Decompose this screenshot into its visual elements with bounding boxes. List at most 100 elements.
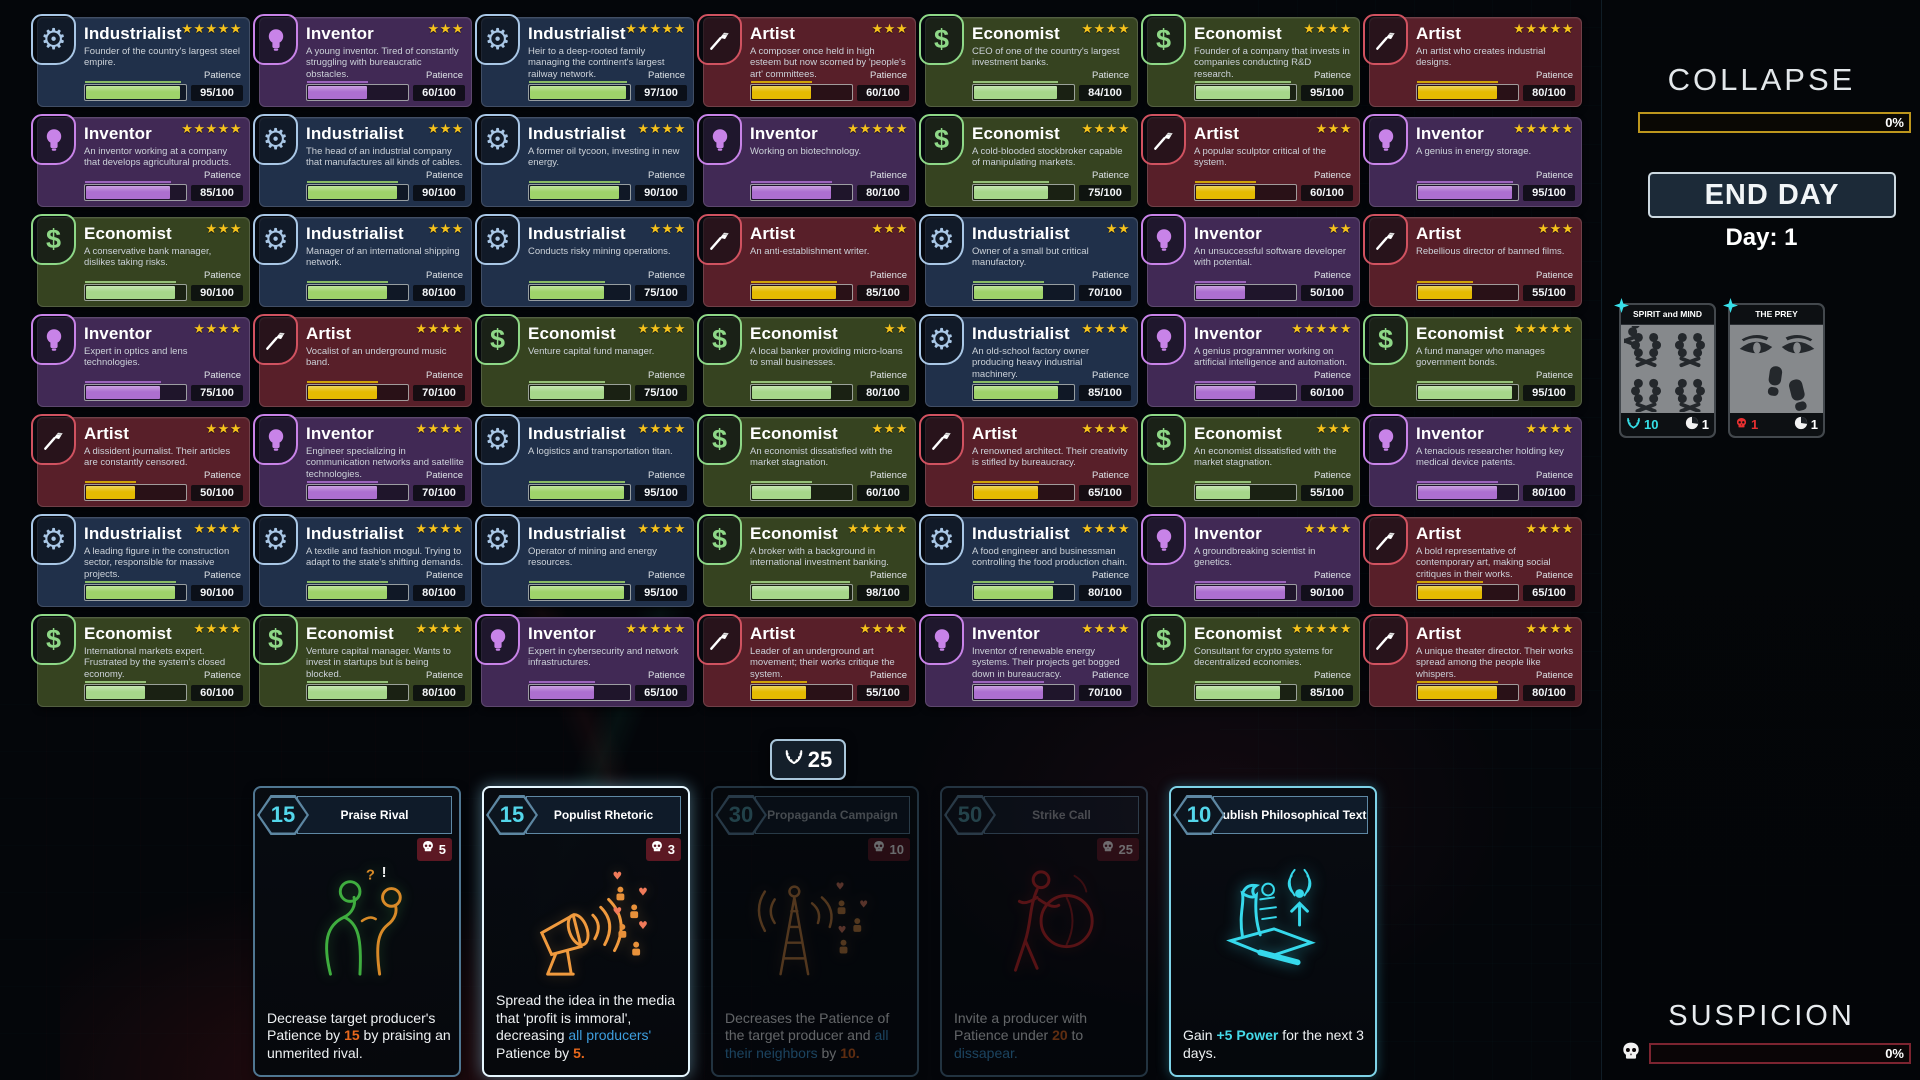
producer-card[interactable]: ★★ Inventor An unsuccessful software dev… <box>1141 214 1360 307</box>
producer-card[interactable]: ★★★★ Artist A renowned architect. Their … <box>919 414 1138 507</box>
producer-card[interactable]: ★★★★ Artist Leader of an underground art… <box>697 614 916 707</box>
bulb-icon <box>1363 414 1408 465</box>
producer-card[interactable]: $ ★★★★ Economist Venture capital fund ma… <box>475 314 694 407</box>
bulb-icon <box>919 614 964 665</box>
producer-card[interactable]: ⚙ ★★★ Industrialist Conducts risky minin… <box>475 214 694 307</box>
producer-card[interactable]: $ ★★★★★ Economist A broker with a backgr… <box>697 514 916 607</box>
star-rating: ★★★★ <box>193 522 242 537</box>
patience-value: 90/100 <box>413 184 465 201</box>
bulb-icon <box>31 314 76 365</box>
action-card[interactable]: 15 Praise Rival 5 ?! Decrease target pro… <box>253 786 461 1077</box>
producer-card[interactable]: ⚙ ★★★★ Industrialist A food engineer and… <box>919 514 1138 607</box>
end-day-button[interactable]: END DAY <box>1648 172 1896 218</box>
patience-bar-fill <box>86 286 175 299</box>
producer-card[interactable]: $ ★★★★★ Economist A fund manager who man… <box>1363 314 1582 407</box>
producer-card[interactable]: ★★★★ Inventor Engineer specializing in c… <box>253 414 472 507</box>
action-card[interactable]: 10 Publish Philosophical Text Gain +5 Po… <box>1169 786 1377 1077</box>
producer-card[interactable]: $ ★★ Economist A local banker providing … <box>697 314 916 407</box>
patience-value: 85/100 <box>1079 384 1131 401</box>
producer-card[interactable]: $ ★★★★ Economist CEO of one of the count… <box>919 14 1138 107</box>
producer-card[interactable]: ★★★★★ Inventor A genius in energy storag… <box>1363 114 1582 207</box>
producer-card[interactable]: ★★★★★ Inventor Expert in cybersecurity a… <box>475 614 694 707</box>
producer-card[interactable]: $ ★★★★ Economist A cold-blooded stockbro… <box>919 114 1138 207</box>
producer-card[interactable]: ★★★★★ Inventor Working on biotechnology.… <box>697 114 916 207</box>
producer-card[interactable]: ★★★★ Inventor Expert in optics and lens … <box>31 314 250 407</box>
producer-card[interactable]: ⚙ ★★★★ Industrialist A former oil tycoon… <box>475 114 694 207</box>
producer-card[interactable]: ★★★★ Artist A unique theater director. T… <box>1363 614 1582 707</box>
action-card[interactable]: 30 Propaganda Campaign 10 ♥ ♥ ♥ Decreases … <box>711 786 919 1077</box>
producer-card[interactable]: ★★★ Artist A dissident journalist. Their… <box>31 414 250 507</box>
producer-card[interactable]: ★★★★ Artist A bold representative of con… <box>1363 514 1582 607</box>
patience-label: Patience <box>1314 470 1351 481</box>
producer-card[interactable]: ⚙ ★★★★★ Industrialist Heir to a deep-roo… <box>475 14 694 107</box>
patience-label: Patience <box>204 170 241 181</box>
producer-card[interactable]: ★★★★ Inventor A groundbreaking scientist… <box>1141 514 1360 607</box>
producer-card[interactable]: ★★★ Inventor A young inventor. Tired of … <box>253 14 472 107</box>
producer-card[interactable]: $ ★★★ Economist An economist dissatisfie… <box>697 414 916 507</box>
patience-row: 70/100 <box>972 681 1131 701</box>
producer-title: Industrialist <box>84 524 182 543</box>
patience-row: 75/100 <box>528 281 687 301</box>
patience-label: Patience <box>426 170 463 181</box>
patience-value: 80/100 <box>857 384 909 401</box>
producer-card[interactable]: $ ★★★★ Economist Venture capital manager… <box>253 614 472 707</box>
producer-title: Inventor <box>84 324 152 343</box>
producer-card[interactable]: ⚙ ★★★★ Industrialist A leading figure in… <box>31 514 250 607</box>
producer-title: Economist <box>306 624 394 643</box>
patience-label: Patience <box>1314 70 1351 81</box>
producer-card[interactable]: $ ★★★★ Economist Founder of a company th… <box>1141 14 1360 107</box>
patience-bar <box>306 681 409 701</box>
producer-description: Conducts risky mining operations. <box>528 246 671 257</box>
day-label: Day: 1 <box>1725 224 1798 251</box>
svg-text:♥: ♥ <box>613 905 623 918</box>
bulb-icon <box>31 114 76 165</box>
action-card-header: Praise Rival <box>297 796 452 834</box>
producer-description: Founder of a company that invests in com… <box>1194 46 1350 80</box>
token-card-spirit-and-mind[interactable]: SPIRIT and MIND <box>1614 298 1716 438</box>
producer-card[interactable]: ★★★★★ Inventor A genius programmer worki… <box>1141 314 1360 407</box>
producer-card[interactable]: ⚙ ★★★★★ Industrialist Founder of the cou… <box>31 14 250 107</box>
producer-card[interactable]: $ ★★★ Economist A conservative bank mana… <box>31 214 250 307</box>
producer-card[interactable]: $ ★★★★ Economist International markets e… <box>31 614 250 707</box>
producer-card[interactable]: ★★★ Artist A composer once held in high … <box>697 14 916 107</box>
laurel-icon <box>1626 417 1641 433</box>
producer-card[interactable]: ⚙ ★★ Industrialist Owner of a small but … <box>919 214 1138 307</box>
producer-card[interactable]: ⚙ ★★★★ Industrialist A logistics and tra… <box>475 414 694 507</box>
patience-label: Patience <box>1536 270 1573 281</box>
producer-card[interactable]: ⚙ ★★★ Industrialist The head of an indus… <box>253 114 472 207</box>
patience-bar-fill <box>1418 486 1497 499</box>
producer-description: Consultant for crypto systems for decent… <box>1194 646 1333 669</box>
patience-bar-fill <box>86 386 160 399</box>
patience-value: 55/100 <box>1523 284 1575 301</box>
action-card[interactable]: 50 Strike Call 25 Invite a producer with… <box>940 786 1148 1077</box>
brush-icon <box>697 614 742 665</box>
producer-card[interactable]: ⚙ ★★★★ Industrialist Operator of mining … <box>475 514 694 607</box>
patience-row: 55/100 <box>1416 281 1575 301</box>
dollar-icon: $ <box>919 14 964 65</box>
patience-label: Patience <box>870 570 907 581</box>
producer-title: Industrialist <box>528 224 626 243</box>
producer-card[interactable]: ⚙ ★★★★ Industrialist An old-school facto… <box>919 314 1138 407</box>
patience-label: Patience <box>1092 70 1129 81</box>
producer-card[interactable]: $ ★★★★★ Economist Consultant for crypto … <box>1141 614 1360 707</box>
action-card[interactable]: 15 Populist Rhetoric 3 ♥ ♥ ♥ ♥ Spread the i… <box>482 786 690 1077</box>
producer-card[interactable]: ★★★★★ Inventor An inventor working at a … <box>31 114 250 207</box>
token-card-the-prey[interactable]: THE PREY <box>1723 298 1825 438</box>
producer-card[interactable]: $ ★★★ Economist An economist dissatisfie… <box>1141 414 1360 507</box>
producer-card[interactable]: ★★★ Artist Rebellious director of banned… <box>1363 214 1582 307</box>
patience-bar-fill <box>1196 286 1245 299</box>
producer-card[interactable]: ★★★★★ Artist An artist who creates indus… <box>1363 14 1582 107</box>
patience-value: 90/100 <box>1301 584 1353 601</box>
producer-card[interactable]: ★★★★ Inventor A tenacious researcher hol… <box>1363 414 1582 507</box>
producer-card[interactable]: ★★★★ Artist Vocalist of an underground m… <box>253 314 472 407</box>
producer-card[interactable]: ★★★ Artist An anti-establishment writer.… <box>697 214 916 307</box>
producer-card[interactable]: ⚙ ★★★ Industrialist Manager of an intern… <box>253 214 472 307</box>
patience-label: Patience <box>426 70 463 81</box>
producer-card[interactable]: ★★★★ Inventor Inventor of renewable ener… <box>919 614 1138 707</box>
producer-card[interactable]: ⚙ ★★★★ Industrialist A textile and fashi… <box>253 514 472 607</box>
producer-card[interactable]: ★★★ Artist A popular sculptor critical o… <box>1141 114 1360 207</box>
producer-description: A fund manager who manages government bo… <box>1416 346 1545 369</box>
publish-art <box>1181 860 1365 986</box>
star-rating: ★★ <box>883 322 908 337</box>
patience-value: 85/100 <box>857 284 909 301</box>
